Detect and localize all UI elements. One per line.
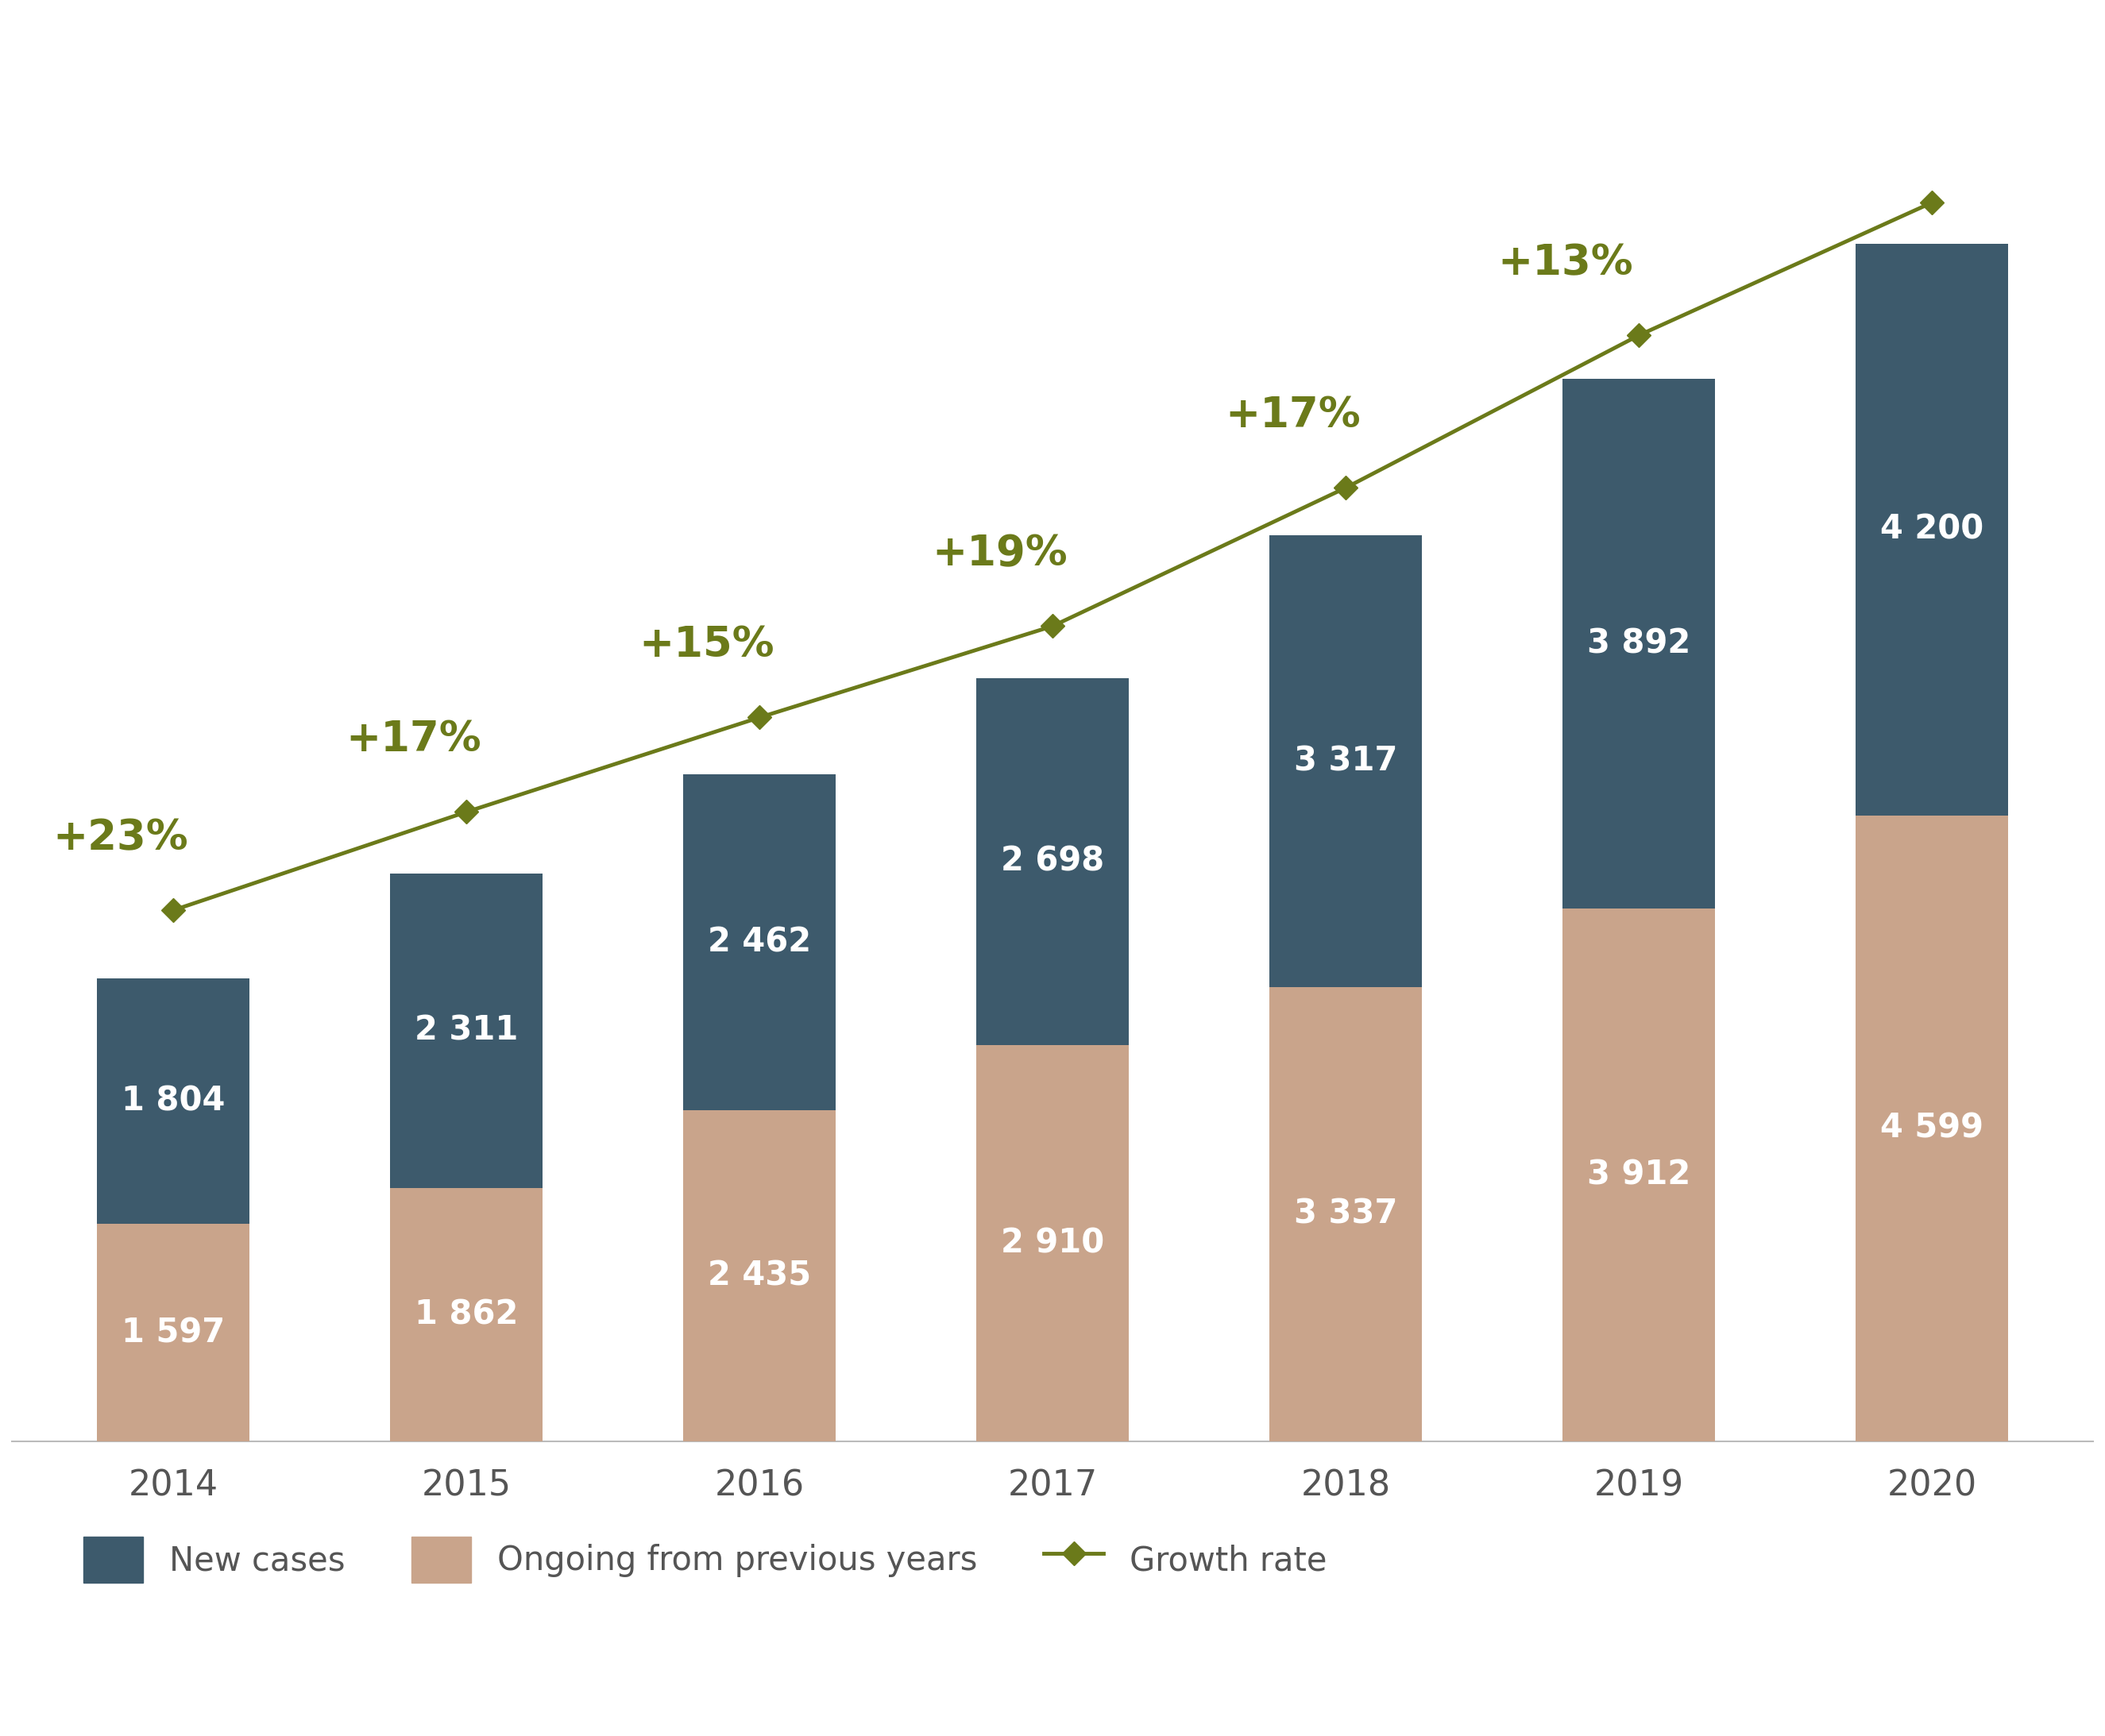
Bar bbox=[97, 1224, 248, 1441]
Bar bbox=[389, 873, 543, 1187]
Text: 2 435: 2 435 bbox=[707, 1259, 810, 1292]
Text: +15%: +15% bbox=[640, 625, 775, 667]
Text: 4 200: 4 200 bbox=[1880, 512, 1983, 547]
Text: 4 599: 4 599 bbox=[1880, 1111, 1983, 1146]
Text: +17%: +17% bbox=[345, 719, 482, 760]
Text: 2 698: 2 698 bbox=[1000, 845, 1105, 878]
Bar bbox=[1857, 816, 2008, 1441]
Bar bbox=[977, 677, 1128, 1045]
Bar bbox=[97, 979, 248, 1224]
Text: +23%: +23% bbox=[53, 818, 187, 859]
Text: 2 311: 2 311 bbox=[415, 1014, 518, 1047]
Bar bbox=[1562, 908, 1716, 1441]
Text: 3 317: 3 317 bbox=[1295, 745, 1398, 778]
Text: 3 912: 3 912 bbox=[1587, 1158, 1690, 1191]
Text: 3 337: 3 337 bbox=[1295, 1198, 1398, 1231]
Text: +13%: +13% bbox=[1497, 243, 1633, 283]
Legend: New cases, Ongoing from previous years, Growth rate: New cases, Ongoing from previous years, … bbox=[69, 1522, 1341, 1597]
Text: 1 804: 1 804 bbox=[122, 1085, 225, 1118]
Bar bbox=[389, 1187, 543, 1441]
Text: 3 892: 3 892 bbox=[1587, 627, 1690, 660]
Text: 2 910: 2 910 bbox=[1000, 1227, 1105, 1260]
Bar bbox=[1562, 378, 1716, 908]
Text: 1 597: 1 597 bbox=[122, 1316, 225, 1349]
Bar bbox=[684, 774, 836, 1109]
Bar bbox=[1857, 243, 2008, 816]
Text: +17%: +17% bbox=[1225, 394, 1360, 436]
Text: +19%: +19% bbox=[933, 533, 1067, 575]
Bar bbox=[1269, 535, 1421, 988]
Bar bbox=[684, 1109, 836, 1441]
Text: 1 862: 1 862 bbox=[415, 1299, 518, 1332]
Text: 2 462: 2 462 bbox=[707, 925, 810, 958]
Bar bbox=[1269, 988, 1421, 1441]
Bar bbox=[977, 1045, 1128, 1441]
